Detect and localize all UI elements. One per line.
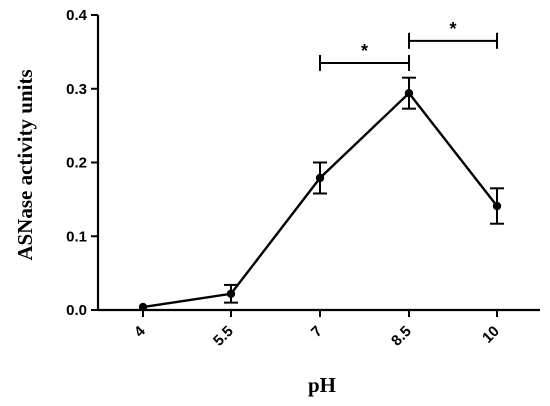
y-tick-label: 0.0: [66, 302, 87, 319]
data-marks: [138, 76, 504, 312]
significance-label: *: [449, 19, 456, 39]
significance-brackets: **: [319, 19, 498, 71]
x-tick-label: 8.5: [388, 323, 415, 350]
data-point: [138, 302, 148, 312]
y-tick-label: 0.4: [66, 7, 88, 24]
axes: 0.0 0.1 0.2 0.3 0.4 4 5.5 7 8.5 10: [66, 7, 540, 350]
series-line: [142, 91, 498, 309]
y-tick-label: 0.2: [66, 155, 87, 172]
y-tick-label: 0.1: [66, 228, 87, 245]
y-tick-label: 0.3: [66, 81, 87, 98]
data-point: [315, 173, 325, 183]
x-axis-title: pH: [308, 373, 336, 397]
x-tick-label: 5.5: [210, 323, 237, 350]
significance-label: *: [361, 41, 368, 61]
data-point: [226, 289, 236, 298]
x-tick-label: 4: [131, 322, 149, 340]
y-axis-title: ASNase activity units: [13, 69, 37, 260]
x-tick-label: 10: [479, 323, 503, 347]
x-tick-label: 7: [308, 323, 326, 341]
data-point: [492, 201, 502, 211]
data-point: [404, 88, 414, 98]
